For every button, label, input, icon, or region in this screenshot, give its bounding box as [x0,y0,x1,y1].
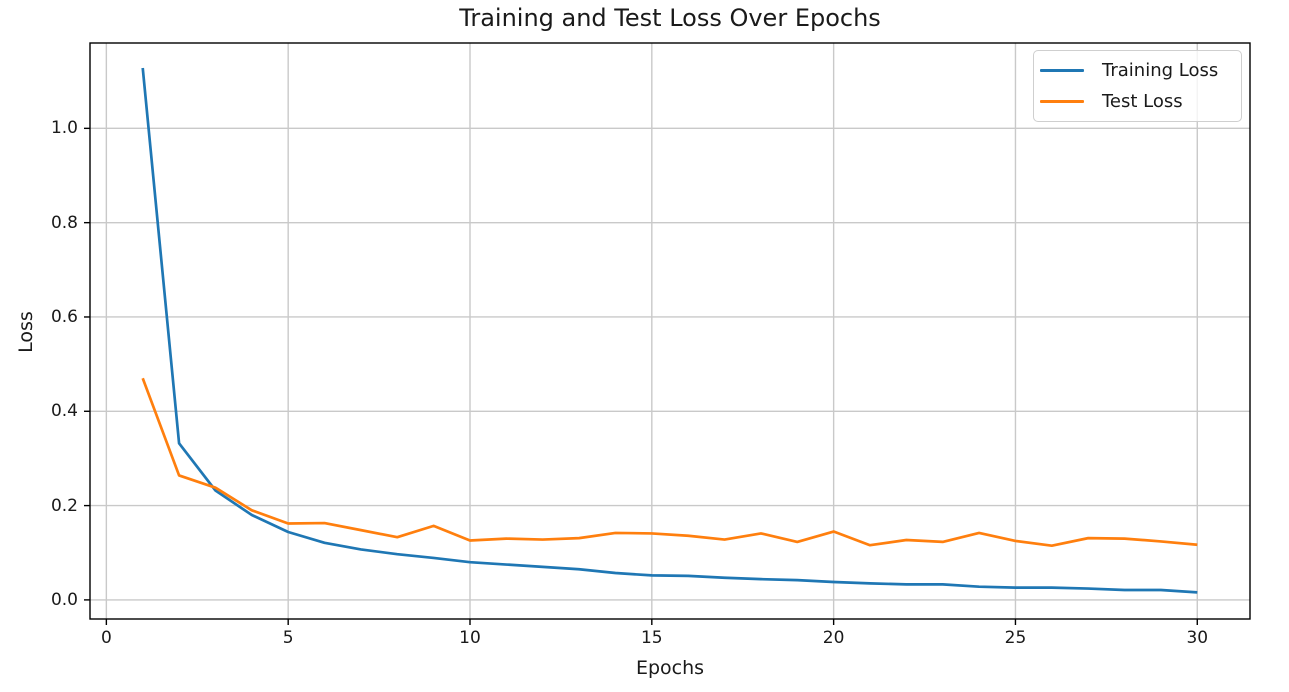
series-line-training-loss [141,67,1198,594]
x-tick-label: 30 [1186,628,1209,648]
x-axis-label: Epochs [635,657,705,679]
y-tick-label: 0.2 [50,495,78,516]
legend-entry-test-loss: Test Loss [1040,86,1231,117]
y-tick-label: 0.0 [50,589,78,610]
legend: Training Loss Test Loss [1033,50,1242,122]
x-tick-label: 5 [282,628,294,648]
y-tick-label: 0.8 [50,212,78,233]
x-tick-label: 0 [100,628,112,648]
legend-entry-training-loss: Training Loss [1040,55,1231,86]
y-tick-label: 0.6 [50,306,78,327]
x-tick-label: 10 [459,628,481,648]
x-tick-label: 20 [822,628,845,648]
training-loss-line-sample [1040,69,1084,72]
legend-label-training-loss: Training Loss [1102,60,1219,81]
test-loss-line-sample [1040,100,1084,103]
series-line-test-loss [141,377,1198,548]
y-tick-label: 0.4 [50,401,78,422]
x-tick-label: 25 [1004,628,1027,648]
chart-title: Training and Test Loss Over Epochs [459,4,881,32]
legend-label-test-loss: Test Loss [1102,91,1183,112]
axes-spines [89,42,1251,620]
y-tick-label: 1.0 [50,118,78,139]
x-tick-label: 15 [640,628,663,648]
